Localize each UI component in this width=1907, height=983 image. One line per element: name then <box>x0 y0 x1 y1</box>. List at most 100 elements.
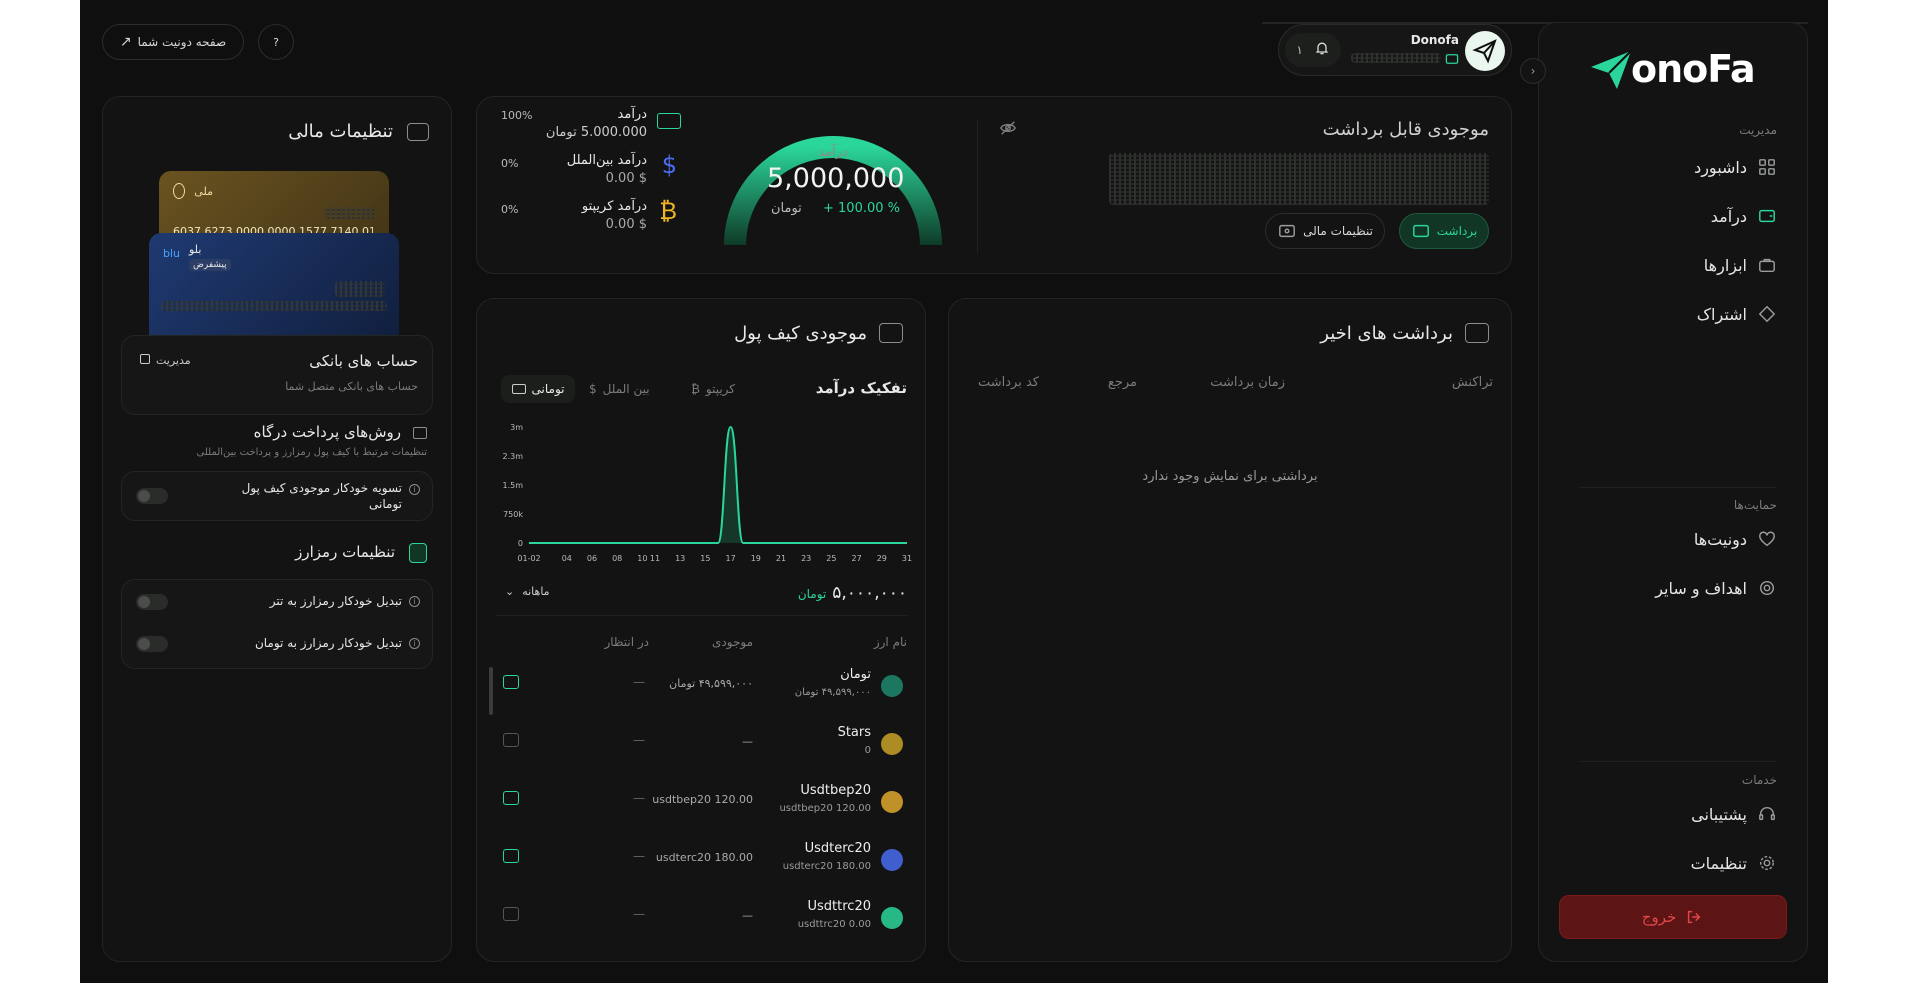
income-breakdown-list: 100% درآمد 5.000.000 تومان 0% درآمد بین‌… <box>495 101 685 239</box>
divider <box>1579 487 1777 488</box>
currency-name: Usdttrc20 <box>807 899 871 914</box>
tron-coin-icon <box>881 907 903 929</box>
info-icon[interactable]: i <box>409 484 420 495</box>
currency-pending: — <box>633 907 645 921</box>
logo-text: onoFa <box>1631 47 1756 91</box>
manage-button[interactable]: مدیریت <box>140 354 191 367</box>
y-tick-label: 1.5m <box>502 481 523 490</box>
meli-logo-icon <box>173 183 185 199</box>
sidebar-item-donates[interactable]: دونیت‌ها <box>1694 529 1777 549</box>
vertical-divider <box>977 119 978 253</box>
sidebar-item-label: ابزارها <box>1703 255 1747 275</box>
col-code: کد برداشت <box>978 375 1039 390</box>
currency-balance: — <box>742 909 753 922</box>
logout-button[interactable]: خروج <box>1559 895 1787 939</box>
list-item: 0% درآمد کریپتو $ 0.00 ₿ <box>495 193 685 239</box>
bnb-coin-icon <box>881 791 903 813</box>
table-row[interactable]: Usdterc20 usdterc20 180.00 usdterc20 180… <box>495 835 907 887</box>
sidebar-item-label: داشبورد <box>1694 157 1747 177</box>
breakdown-amount: $ 0.00 <box>605 171 647 186</box>
tab-toman[interactable]: تومانی <box>501 375 575 403</box>
headset-icon <box>1757 804 1777 824</box>
logo[interactable]: onoFa <box>1587 45 1756 93</box>
sidebar-item-income[interactable]: درآمد <box>1711 206 1777 226</box>
sidebar-item-subscription[interactable]: اشتراک <box>1697 304 1777 324</box>
y-tick-label: 2.3m <box>502 452 523 461</box>
donate-page-button[interactable]: صفحه دونیت شما ↗ <box>102 24 244 60</box>
table-row[interactable]: تومان ۴۹,۵۹۹,۰۰۰ تومان ۴۹,۵۹۹,۰۰۰ تومان … <box>495 661 907 713</box>
y-tick-label: 0 <box>518 539 523 548</box>
breakdown-amount: 5.000.000 تومان <box>545 125 647 140</box>
dollar-icon: $ <box>589 382 597 396</box>
section-supports: حمایت‌ها <box>1733 498 1777 512</box>
hide-balance-icon[interactable] <box>999 119 1017 141</box>
info-icon[interactable]: i <box>409 596 420 607</box>
table-row[interactable]: Stars 0 — — <box>495 719 907 771</box>
collapse-sidebar-button[interactable]: › <box>1520 58 1546 84</box>
user-chip[interactable]: Donofa ۱ <box>1278 24 1512 76</box>
auto-usdt-toggle[interactable] <box>136 594 168 610</box>
tab-international[interactable]: بین الملل $ <box>589 375 650 403</box>
divider <box>1579 761 1777 762</box>
col-transaction: تراکنش <box>1451 375 1493 390</box>
withdrawals-empty: برداشتی برای نمایش وجود ندارد <box>1142 469 1318 484</box>
briefcase-icon <box>407 123 429 141</box>
x-tick-label: 25 <box>826 554 836 563</box>
sidebar-item-settings[interactable]: تنظیمات <box>1691 853 1777 873</box>
currency-balance: usdtbep20 120.00 <box>652 793 753 806</box>
username-blurred <box>1351 53 1441 63</box>
sidebar-item-dashboard[interactable]: داشبورد <box>1694 157 1777 177</box>
manage-label: مدیریت <box>156 354 191 367</box>
financial-settings-button[interactable]: تنظیمات مالی <box>1265 213 1385 249</box>
transfer-icon[interactable] <box>503 907 519 921</box>
withdraw-button[interactable]: برداشت <box>1399 213 1489 249</box>
sidebar <box>1262 22 1808 24</box>
col-reference: مرجع <box>1107 375 1137 390</box>
info-icon[interactable]: i <box>409 638 420 649</box>
table-row[interactable]: Usdtbep20 usdtbep20 120.00 usdtbep20 120… <box>495 777 907 829</box>
tab-crypto[interactable]: کریپتو ₿ <box>691 375 735 403</box>
table-row[interactable]: Usdttrc20 usdttrc20 0.00 — — <box>495 893 907 945</box>
transfer-icon[interactable] <box>503 849 519 863</box>
currency-pending: — <box>633 733 645 747</box>
grid-icon <box>1757 157 1777 177</box>
sidebar-item-support[interactable]: پشتیبانی <box>1691 804 1777 824</box>
col-balance: موجودی <box>712 635 753 649</box>
list-item: 0% درآمد بین‌الملل $ 0.00 $ <box>495 147 685 193</box>
notification-button[interactable]: ۱ <box>1285 33 1341 67</box>
transfer-icon[interactable] <box>503 675 519 689</box>
bank-accounts-box: حساب های بانکی حساب های بانکی متصل شما م… <box>121 335 433 415</box>
sidebar-item-label: درآمد <box>1710 206 1747 226</box>
breakdown-label: درآمد بین‌الملل <box>566 153 647 168</box>
balance-panel: موجودی قابل برداشت برداشت تنظیمات مالی <box>476 96 1512 274</box>
x-tick-label: 21 <box>776 554 786 563</box>
series-line <box>529 425 907 544</box>
logout-label: خروج <box>1641 908 1677 926</box>
sidebar-item-label: دونیت‌ها <box>1693 529 1747 549</box>
transfer-icon[interactable] <box>503 733 519 747</box>
sidebar-item-tools[interactable]: ابزارها <box>1704 255 1777 275</box>
currency-sub: usdttrc20 0.00 <box>797 919 871 930</box>
list-item: 100% درآمد 5.000.000 تومان <box>495 101 685 147</box>
help-button[interactable]: ? <box>258 24 294 60</box>
username: Donofa <box>1410 33 1459 47</box>
x-tick-label: 29 <box>877 554 887 563</box>
period-select[interactable]: ماهانه ⌄ <box>505 585 550 598</box>
scrollbar[interactable] <box>489 667 493 715</box>
auto-settle-toggle[interactable] <box>136 488 168 504</box>
avatar[interactable] <box>1465 31 1505 71</box>
transfer-icon[interactable] <box>503 791 519 805</box>
auto-usdt-label: تبدیل خودکار رمزارز به تتر <box>269 594 402 608</box>
gauge-fill <box>724 136 942 246</box>
auto-toman-toggle[interactable] <box>136 636 168 652</box>
section-services: خدمات <box>1741 773 1777 787</box>
wallet-icon <box>879 323 903 343</box>
currency-balance: — <box>742 735 753 748</box>
sidebar-item-label: تنظیمات <box>1690 853 1747 873</box>
sidebar-item-goals[interactable]: اهداف و سایر <box>1655 578 1777 598</box>
sidebar: onoFa مدیریت داشبورد درآمد ابزارها اشترا… <box>1538 22 1808 962</box>
x-tick-label: 31 <box>902 554 912 563</box>
breakdown-amount: $ 0.00 <box>605 217 647 232</box>
currency-sub: usdterc20 180.00 <box>782 861 871 872</box>
bitcoin-icon: ₿ <box>659 197 677 225</box>
